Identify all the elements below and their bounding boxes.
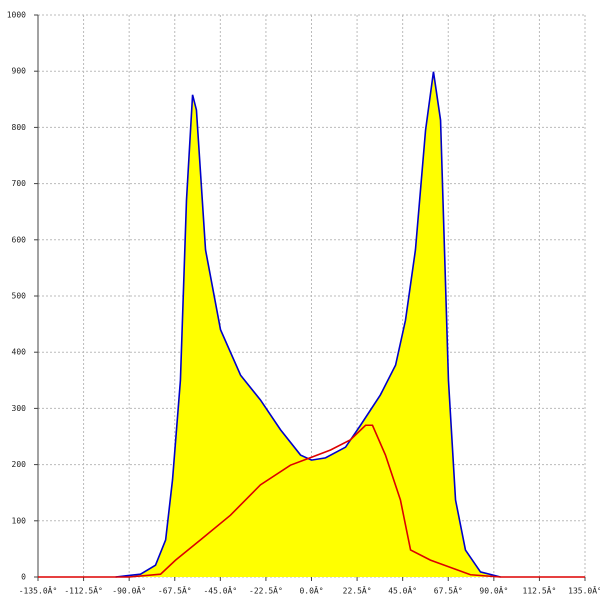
x-tick-label: 45.0Â°: [388, 585, 417, 596]
y-tick-label: 500: [12, 292, 27, 301]
y-tick-label: 900: [12, 67, 27, 76]
x-tick-label: -22.5Â°: [249, 585, 283, 596]
x-tick-label: 90.0Â°: [479, 585, 508, 596]
x-tick-label: 135.0Â°: [568, 585, 600, 596]
series-line: [38, 424, 585, 578]
x-tick-label: -135.0Â°: [19, 585, 58, 596]
x-tick-label: -67.5Â°: [158, 585, 192, 596]
y-tick-label: 700: [12, 179, 27, 188]
y-tick-label: 200: [12, 460, 27, 469]
series-line: [115, 71, 501, 578]
x-tick-label: 112.5Â°: [523, 585, 557, 596]
x-tick-label: -45.0Â°: [203, 585, 237, 596]
x-tick-label: 0.0Â°: [299, 585, 323, 596]
x-tick-label: -112.5Â°: [64, 585, 103, 596]
y-tick-label: 100: [12, 516, 27, 525]
y-tick-label: 400: [12, 348, 27, 357]
y-tick-label: 300: [12, 404, 27, 413]
y-tick-label: 0: [21, 573, 26, 582]
y-tick-label: 800: [12, 123, 27, 132]
area-fill: [115, 71, 501, 578]
x-tick-label: -90.0Â°: [112, 585, 146, 596]
y-tick-label: 1000: [7, 11, 26, 20]
x-tick-label: 22.5Â°: [343, 585, 372, 596]
x-tick-label: 67.5Â°: [434, 585, 463, 596]
y-tick-label: 600: [12, 235, 27, 244]
